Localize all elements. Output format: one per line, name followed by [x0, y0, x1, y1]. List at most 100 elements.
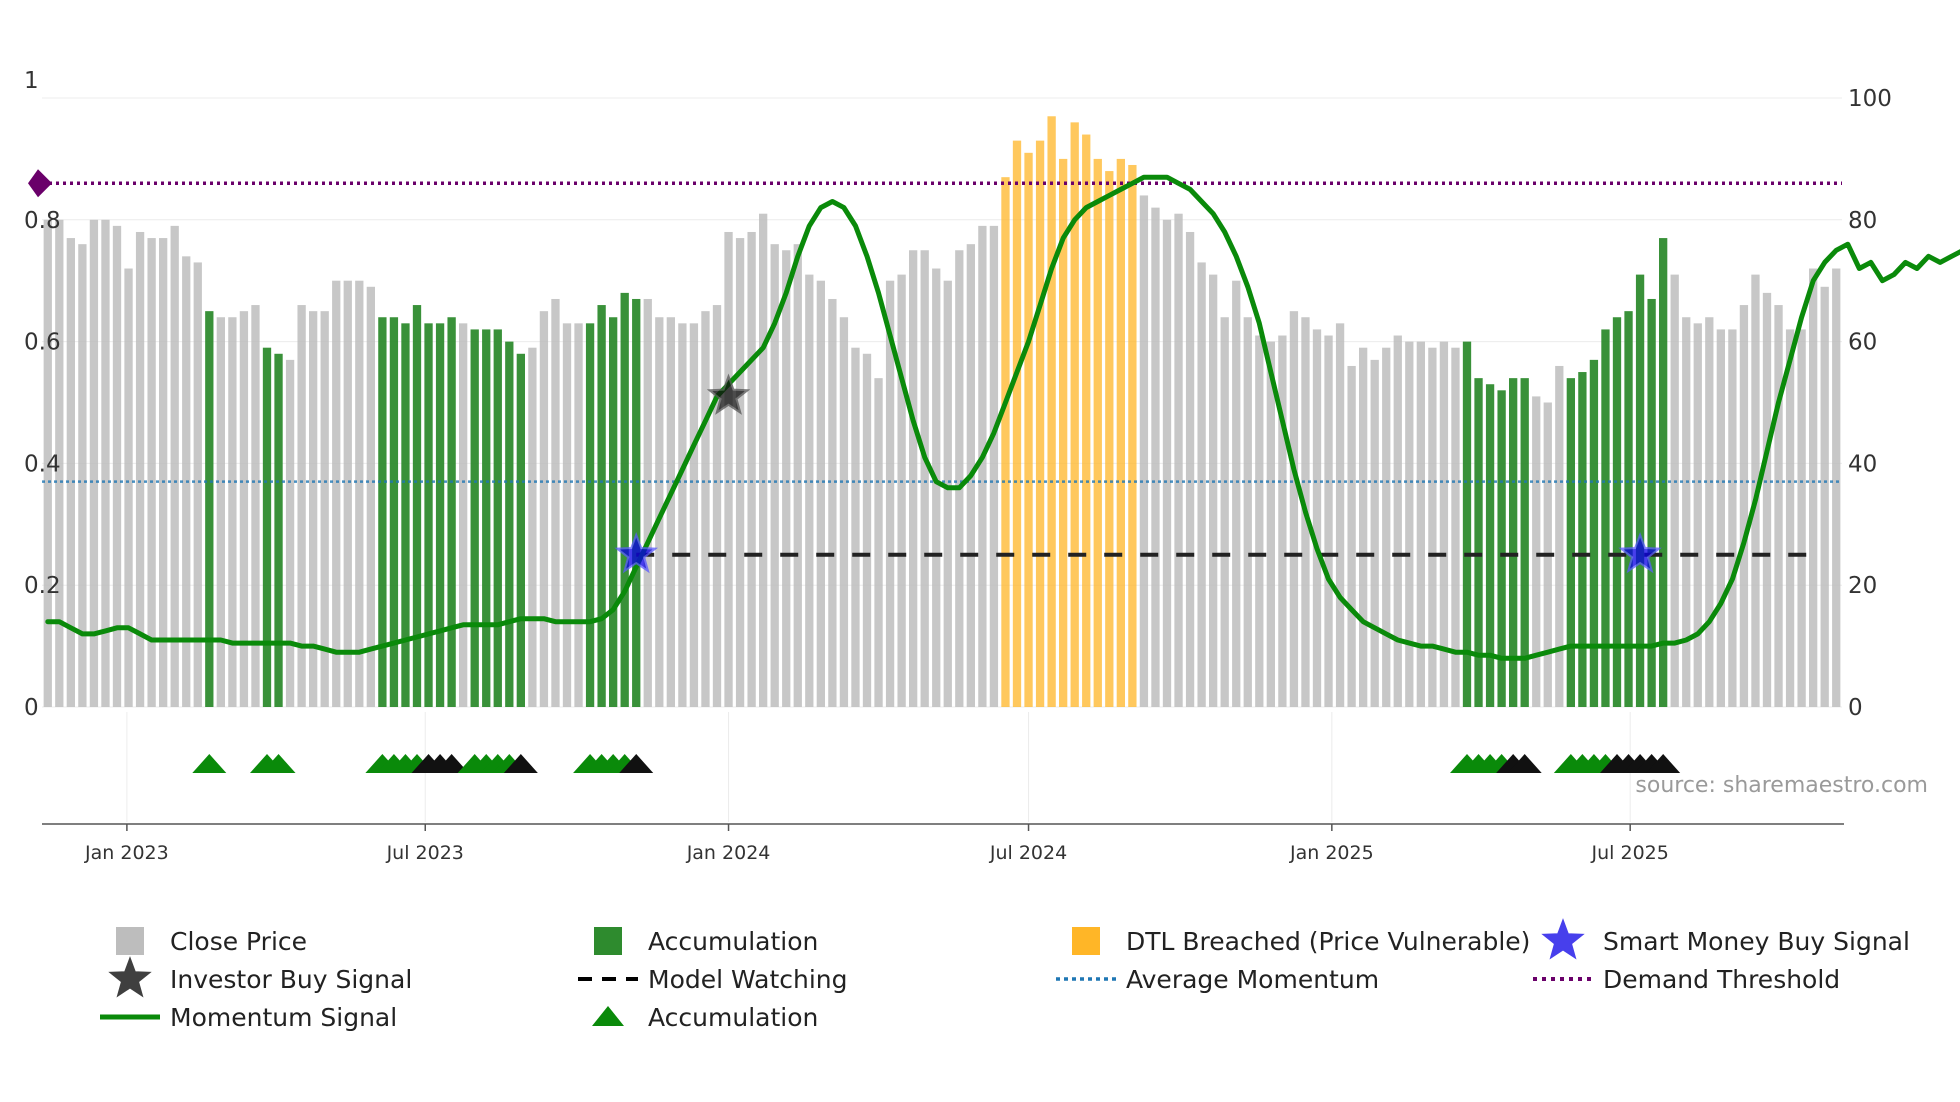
- accumulation-bar: [620, 292, 629, 707]
- close-bar: [666, 317, 675, 707]
- close-bar: [528, 347, 537, 707]
- smart-money-star: [614, 531, 659, 574]
- legend-item-accum_bar: Accumulation: [594, 927, 818, 956]
- close-bar: [712, 305, 722, 707]
- dtl-bar: [1012, 140, 1022, 707]
- accumulation-triangle: [261, 754, 296, 773]
- left-tick-label: 1: [24, 68, 39, 94]
- close-bar: [909, 250, 918, 707]
- legend-swatch: [594, 927, 622, 955]
- legend-label: Model Watching: [648, 965, 848, 994]
- close-bar: [1405, 341, 1414, 707]
- close-bar: [1209, 274, 1218, 707]
- close-bar: [1832, 268, 1841, 707]
- close-bar: [574, 323, 583, 707]
- grid: [42, 97, 1842, 822]
- close-bar: [735, 238, 745, 707]
- close-bar: [1532, 396, 1541, 707]
- accumulation-bar: [447, 317, 456, 707]
- legend-triangle: [592, 1006, 624, 1026]
- close-bar: [782, 250, 791, 707]
- legend-star: [1541, 918, 1585, 960]
- accumulation-bar: [585, 323, 595, 707]
- close-bar: [285, 359, 295, 707]
- close-bar: [897, 274, 906, 707]
- right-tick-label: 0: [1848, 695, 1863, 721]
- close-bar: [1774, 305, 1783, 707]
- accumulation-bar: [482, 329, 491, 707]
- legend-item-dtl: DTL Breached (Price Vulnerable): [1072, 927, 1530, 956]
- close-bar: [332, 280, 341, 707]
- legend-swatch: [1072, 927, 1100, 955]
- accumulation-bar: [1485, 384, 1495, 707]
- legend-item-accum_tri: Accumulation: [592, 1003, 818, 1032]
- x-tick-label: Jan 2024: [686, 842, 771, 864]
- accumulation-bar: [470, 329, 479, 707]
- close-bar: [1739, 305, 1749, 707]
- legend: Close Price Accumulation DTL Breached (Pri…: [100, 918, 1910, 1032]
- legend-item-close: Close Price: [116, 927, 307, 956]
- close-bar: [1255, 335, 1264, 707]
- accumulation-bar: [1635, 274, 1645, 707]
- legend-item-demand: Demand Threshold: [1533, 965, 1840, 994]
- close-bar: [66, 238, 75, 707]
- legend-item-investor: Investor Buy Signal: [108, 956, 412, 998]
- close-bar: [193, 262, 202, 707]
- close-bar: [135, 231, 145, 708]
- close-bar: [309, 311, 318, 707]
- right-tick-label: 20: [1848, 573, 1877, 599]
- right-tick-label: 100: [1848, 86, 1892, 112]
- x-tick-label: Jan 2023: [84, 842, 169, 864]
- accumulation-bar: [412, 305, 422, 707]
- demand-threshold-marker: [28, 169, 52, 198]
- x-tick-label: Jul 2024: [989, 842, 1067, 864]
- momentum-signal: [45, 174, 1960, 661]
- accumulation-bar: [632, 298, 641, 707]
- accumulation-bar: [1566, 378, 1575, 707]
- x-tick-label: Jan 2025: [1289, 842, 1374, 864]
- close-bar: [297, 305, 306, 707]
- close-bar: [1347, 365, 1356, 707]
- legend-item-watching: Model Watching: [578, 965, 848, 994]
- accumulation-bar: [597, 305, 606, 707]
- close-bar: [701, 311, 710, 707]
- close-bar: [1359, 347, 1368, 707]
- close-bar: [920, 250, 929, 707]
- accumulation-bar: [505, 341, 514, 707]
- close-bar: [805, 274, 814, 707]
- close-bar: [159, 238, 168, 707]
- close-bar: [643, 298, 652, 707]
- close-bar: [147, 238, 156, 707]
- close-bar: [1266, 341, 1275, 707]
- close-bar: [655, 317, 664, 707]
- close-bar: [885, 280, 895, 707]
- accumulation-triangle: [192, 754, 227, 773]
- close-bar: [816, 280, 825, 707]
- close-bar: [124, 268, 133, 707]
- close-bar: [101, 219, 110, 708]
- dtl-bar: [1105, 171, 1114, 707]
- close-bar: [1370, 359, 1379, 707]
- accumulation-bar: [1462, 341, 1472, 707]
- accumulation-bar: [262, 347, 272, 707]
- accumulation-bar: [1497, 390, 1506, 707]
- legend-label: Close Price: [170, 927, 307, 956]
- left-tick-label: 0.4: [24, 451, 61, 477]
- close-bar: [1335, 323, 1345, 707]
- close-bar: [343, 280, 352, 707]
- close-bar: [1451, 347, 1460, 707]
- accumulation-bar: [274, 353, 283, 707]
- close-bar: [551, 298, 560, 707]
- close-bar: [689, 323, 699, 707]
- dtl-bar: [1128, 164, 1137, 708]
- close-bar: [89, 219, 99, 708]
- dtl-bar: [1093, 158, 1102, 707]
- accumulation-bar: [424, 323, 433, 707]
- close-bar: [459, 323, 468, 707]
- close-bar: [1670, 274, 1679, 707]
- close-bar: [78, 244, 87, 707]
- close-bar: [1809, 268, 1818, 707]
- left-tick-label: 0.8: [24, 208, 61, 234]
- legend-swatch: [116, 927, 144, 955]
- close-bar: [862, 353, 872, 707]
